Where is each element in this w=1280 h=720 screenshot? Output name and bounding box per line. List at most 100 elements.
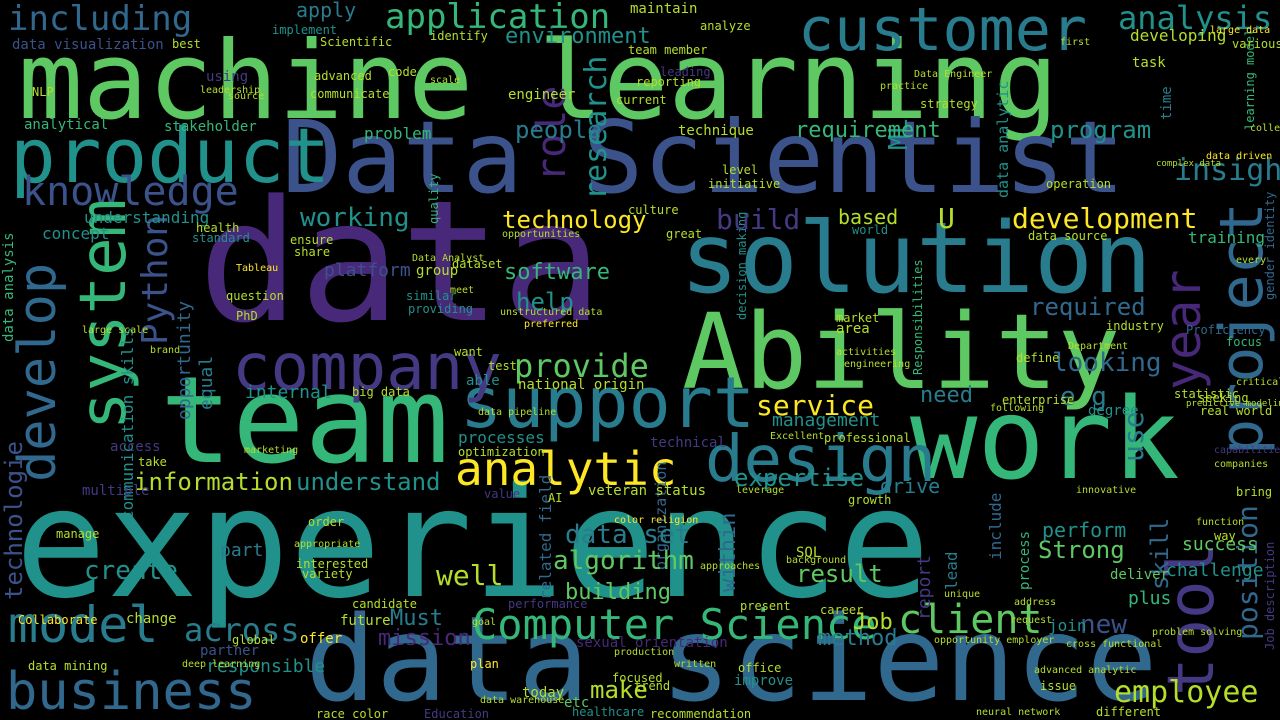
word-value: value	[484, 487, 521, 501]
word-build: build	[716, 203, 801, 236]
word-process: process	[1017, 530, 1033, 590]
word-every: every	[1236, 255, 1267, 266]
word-operation: operation	[1046, 177, 1112, 191]
word-providing: providing	[408, 302, 474, 316]
word-improve: improve	[734, 673, 794, 689]
word-based: based	[838, 205, 899, 229]
word-real-world: real world	[1200, 404, 1273, 418]
word-address: address	[1014, 597, 1057, 608]
word-standard: standard	[192, 231, 250, 245]
word-quality: quality	[427, 173, 441, 224]
word-preferred: preferred	[524, 319, 579, 330]
word-drive: drive	[880, 474, 941, 498]
word-product: product	[10, 111, 331, 200]
word-task: task	[1132, 55, 1166, 71]
word-interested: interested	[296, 557, 369, 571]
word-performance: performance	[508, 597, 588, 611]
word-different: different	[1096, 705, 1162, 719]
word-using: using	[206, 69, 249, 85]
word-office: office	[738, 661, 782, 675]
word-leading: leading	[660, 65, 711, 79]
word-result: result	[796, 560, 883, 588]
word-analyze: analyze	[700, 19, 751, 33]
word-function: function	[1196, 517, 1245, 528]
word-algorithm: algorithm	[553, 546, 694, 576]
word-healthcare: healthcare	[572, 705, 645, 719]
word-equal: equal	[196, 355, 217, 410]
word-employee: employee	[1114, 675, 1259, 710]
word-source: source	[228, 91, 265, 102]
word-request: request	[1010, 615, 1053, 626]
word-responsible: responsible	[206, 656, 326, 677]
word-data-engineer: Data Engineer	[914, 69, 993, 80]
word-dataset: dataset	[452, 257, 503, 271]
word-advanced-analytic: advanced analytic	[1034, 665, 1137, 676]
word-current: current	[616, 93, 667, 107]
word-future: future	[340, 613, 391, 629]
word-scientific: Scientific	[320, 35, 393, 49]
word-data-warehouse: data warehouse	[480, 695, 565, 706]
word-success: success	[1182, 534, 1258, 555]
word-communicate: communicate	[310, 87, 390, 101]
word-internal: internal	[245, 382, 332, 403]
word-working: working	[300, 203, 410, 233]
word-service: service	[756, 389, 875, 422]
word-time: time	[1159, 86, 1175, 120]
word-access: access	[110, 439, 161, 455]
word-across: across	[184, 611, 300, 649]
word-concept: concept	[42, 224, 110, 243]
word-brand: brand	[150, 345, 181, 356]
word-experience: experience	[15, 455, 931, 632]
word-data-driven: data driven	[1206, 151, 1273, 162]
word-analytical: analytical	[24, 117, 109, 133]
word-data-visualization: data visualization	[12, 37, 164, 53]
word-data-mining: data mining	[28, 659, 108, 673]
word-training: training	[1188, 228, 1266, 247]
word-job-description: Job description	[1263, 541, 1277, 650]
word-career: career	[820, 603, 864, 617]
word-best: best	[172, 37, 201, 51]
word-meet: meet	[450, 285, 475, 296]
word-activities: activities	[836, 347, 897, 358]
word-background: background	[786, 555, 847, 566]
word-level: level	[722, 163, 759, 177]
word-data-source: data source	[1028, 229, 1108, 243]
word-new: new	[1080, 610, 1127, 640]
word-data-scientist: Data Scientist	[282, 99, 1125, 216]
word-trend: trend	[634, 679, 671, 693]
word-take: take	[138, 455, 167, 469]
word-enterprise: enterprise	[1002, 393, 1075, 407]
word-collaborate: Collaborate	[18, 613, 98, 627]
word-business: business	[6, 662, 257, 720]
word-question: question	[226, 289, 284, 303]
word-challenge: challenge	[1166, 560, 1264, 581]
word-race-color: race color	[316, 707, 389, 720]
word-great: great	[666, 227, 703, 241]
word-excellent: Excellent	[770, 431, 825, 442]
word-client: client	[898, 597, 1043, 643]
word-written: written	[674, 659, 717, 670]
word-help: help	[516, 288, 574, 316]
word-identify: identify	[430, 29, 488, 43]
word-innovative: innovative	[1076, 485, 1137, 496]
word-veteran-status: veteran status	[588, 483, 707, 499]
word-want: want	[454, 345, 483, 359]
word-various: various	[1232, 37, 1280, 51]
word-following: following	[990, 403, 1045, 414]
word-reporting: reporting	[636, 75, 702, 89]
word-model: model	[8, 596, 159, 654]
word-market: market	[836, 311, 880, 325]
word-tableau: Tableau	[236, 263, 279, 274]
word-change: change	[126, 611, 177, 627]
word-program: program	[1050, 116, 1152, 144]
word-able: able	[466, 373, 500, 389]
word-group: group	[416, 263, 459, 279]
word-proficiency: Proficiency	[1186, 323, 1266, 337]
word-professional: professional	[824, 431, 911, 445]
word-knowledge: knowledge	[22, 169, 239, 215]
word-practice: practice	[880, 81, 929, 92]
word-use: use	[1117, 411, 1150, 462]
word-data-analytic: data analytic	[994, 80, 1012, 198]
word-phd: PhD	[236, 309, 258, 323]
word-companies: companies	[1214, 459, 1269, 470]
